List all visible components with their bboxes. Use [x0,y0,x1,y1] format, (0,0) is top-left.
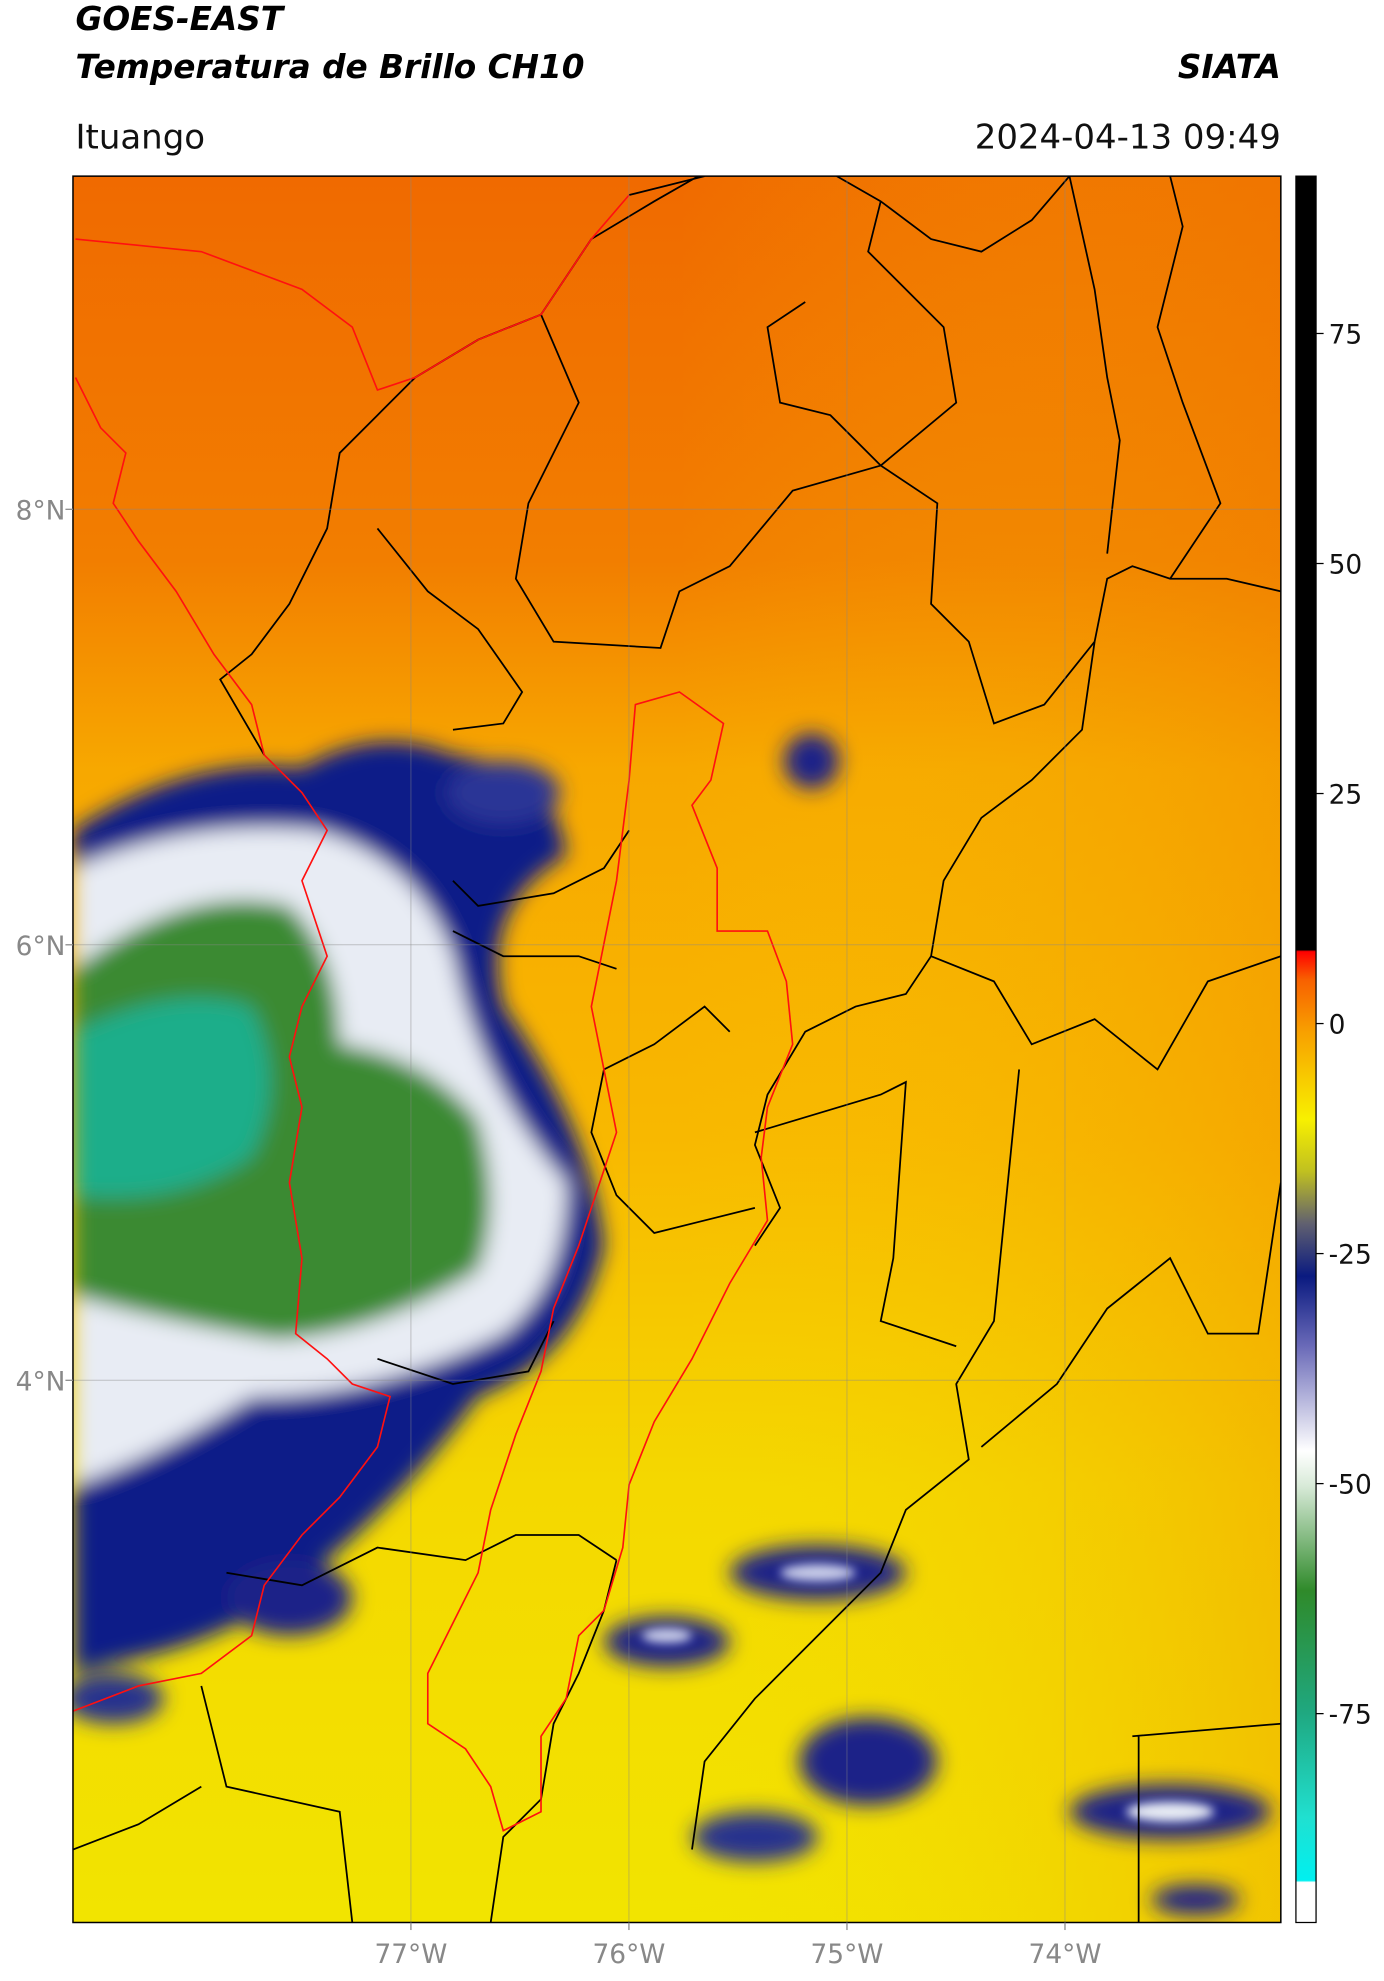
map-frame [72,175,1282,1924]
colorbar-tick-label: 0 [1329,1010,1346,1041]
colorbar-tick-label: 25 [1329,780,1363,811]
grid [72,176,1281,1923]
subtitle: Temperatura de Brillo CH10 [75,48,584,86]
source: SIATA [1178,48,1281,86]
map-image [72,176,1281,1923]
lon-tick-label: 74°W [1029,1939,1102,1970]
lon-tick-label: 75°W [810,1939,883,1970]
lat-tick-label: 6°N [16,931,66,962]
lat-tick-label: 4°N [16,1366,66,1397]
location: Ituango [75,117,205,157]
lon-tick-label: 77°W [374,1939,447,1970]
colorbar-tick-label: -50 [1329,1470,1372,1501]
colorbar [1295,175,1317,1924]
colorbar-tick-label: 75 [1329,320,1363,351]
colorbar-tick-label: 50 [1329,550,1363,581]
lon-tick-label: 76°W [592,1939,665,1970]
colorbar-tick-label: -75 [1329,1700,1372,1731]
title: GOES-EAST [75,0,285,38]
datetime: 2024-04-13 09:49 [975,117,1281,157]
lat-tick-label: 8°N [16,495,66,526]
colorbar-tick-label: -25 [1329,1240,1372,1271]
